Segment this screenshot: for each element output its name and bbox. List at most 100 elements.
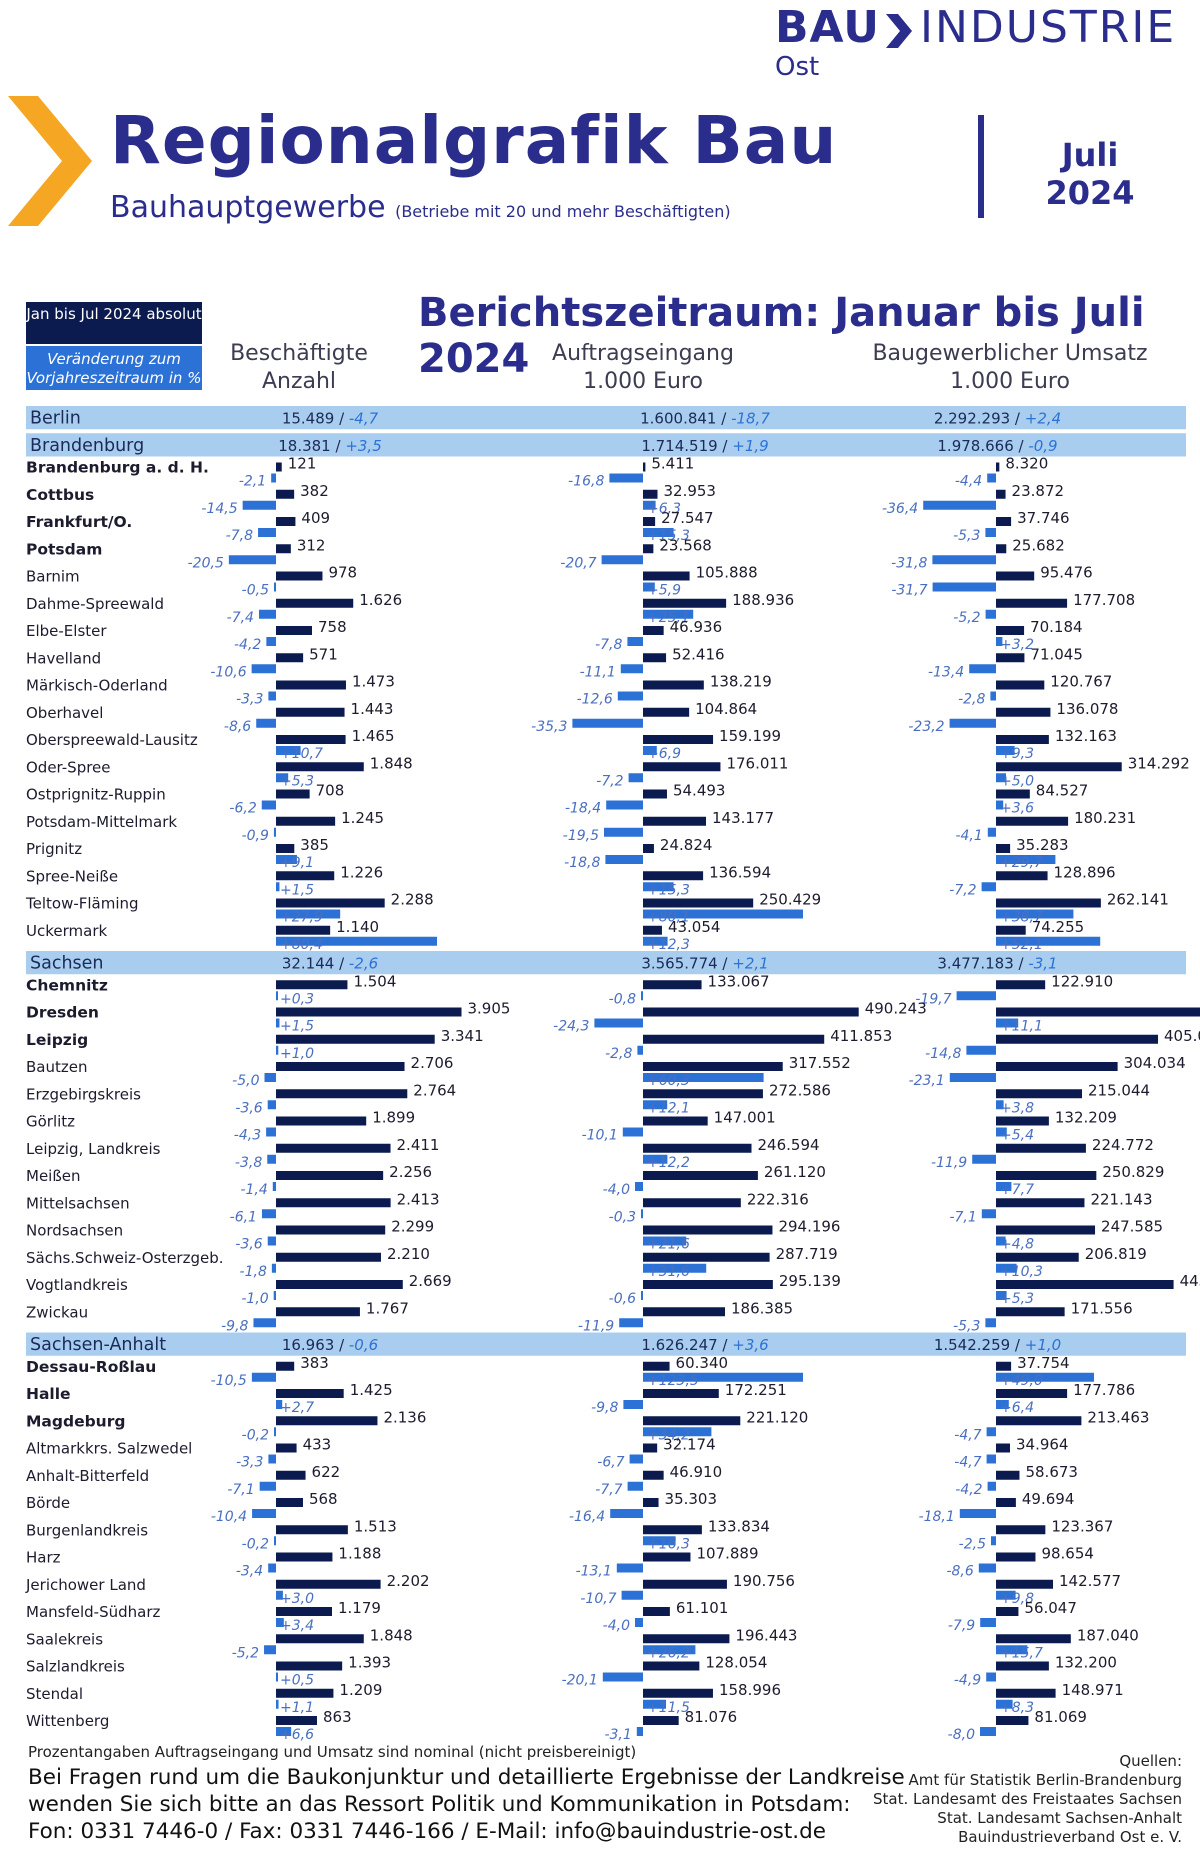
absolute-bar [996,1225,1096,1235]
change-bar [986,1454,996,1464]
change-bar [602,1672,643,1682]
state-value-label: 1.978.666 / -0,9 [937,437,1057,455]
region-label: Bautzen [26,1058,87,1076]
state-value-label: 3.565.774 / +2,1 [641,955,768,973]
absolute-value-label: 443.971 [1180,1272,1200,1290]
change-bar [274,1427,276,1437]
change-value-label: -9,8 [221,1318,248,1334]
change-bar [258,609,276,619]
region-label: Görlitz [26,1113,75,1131]
change-bar [643,1372,803,1382]
absolute-value-label: 177.786 [1073,1381,1135,1399]
change-value-label: -2,1 [239,474,266,490]
absolute-bar [996,1607,1019,1616]
change-value-label: -5,2 [953,610,980,626]
change-bar [987,1481,996,1491]
change-bar [956,991,996,1001]
subtitle-note: (Betriebe mit 20 und mehr Beschäftigten) [395,202,731,221]
column-header-orders: Auftragseingang 1.000 Euro [478,340,808,396]
change-bar [991,1536,996,1546]
state-value-label: 15.489 / -4,7 [282,410,379,428]
absolute-bar [996,925,1026,935]
absolute-value-label: 107.889 [696,1545,758,1563]
region-label: Jerichower Land [25,1576,146,1594]
region-label: Mansfeld-Südharz [26,1603,160,1621]
change-value-label: -4,9 [954,1673,981,1689]
absolute-bar [996,762,1122,772]
change-value-label: -10,4 [211,1509,247,1525]
absolute-bar [996,1089,1083,1099]
state-value-label: 32.144 / -2,6 [282,955,378,973]
state-row-background [26,406,1186,430]
absolute-bar [643,844,654,853]
absolute-value-label: 568 [309,1490,338,1508]
change-bar [272,1182,276,1191]
absolute-value-label: 24.824 [660,836,713,854]
absolute-value-label: 206.819 [1085,1245,1147,1263]
change-value-label: +6,3 [647,501,681,517]
change-bar [985,1318,996,1328]
change-bar [643,1536,676,1546]
absolute-value-label: 622 [312,1463,341,1481]
absolute-value-label: 314.292 [1128,754,1190,772]
absolute-value-label: 1.899 [372,1109,415,1127]
absolute-bar [643,571,690,581]
change-bar [996,1236,1006,1246]
region-label: Leipzig, Landkreis [26,1140,161,1158]
change-bar [252,1509,276,1518]
absolute-value-label: 287.719 [776,1245,838,1263]
absolute-bar [276,1034,435,1044]
absolute-value-label: 1.393 [348,1654,391,1672]
change-bar [969,664,996,674]
change-value-label: -7,2 [596,773,623,789]
absolute-bar [996,1688,1056,1698]
change-bar [627,637,643,646]
change-value-label: +21,6 [647,1237,690,1253]
region-label: Dessau-Roßlau [26,1358,156,1376]
absolute-value-label: 54.493 [673,782,726,800]
absolute-value-label: 863 [323,1708,352,1726]
change-bar [253,1318,276,1328]
region-label: Ostprignitz-Ruppin [26,786,166,804]
region-label: Harz [26,1549,61,1567]
absolute-bar [276,1280,403,1289]
state-row-background [26,433,1186,457]
change-bar [985,528,996,537]
change-bar [996,746,1015,755]
source-item: Stat. Landesamt Sachsen-Anhalt [937,1809,1182,1827]
change-value-label: +9,8 [1000,1591,1034,1607]
change-bar [271,473,276,483]
absolute-value-label: 2.136 [383,1408,426,1426]
absolute-bar [643,680,704,690]
change-value-label: +3,4 [280,1618,314,1634]
absolute-value-label: 250.429 [759,891,821,909]
absolute-bar [643,1470,664,1480]
change-bar [276,1618,284,1627]
change-bar [980,1618,996,1627]
change-bar [641,991,643,1001]
absolute-bar [643,789,667,799]
absolute-value-label: 8.320 [1005,455,1048,473]
absolute-bar [996,653,1025,663]
contact-info: Bei Fragen rund um die Baukonjunktur und… [28,1764,905,1845]
absolute-bar [996,1034,1159,1044]
absolute-value-label: 312 [297,536,326,554]
absolute-bar [276,1062,405,1071]
state-value-label: 1.626.247 / +3,6 [641,1336,768,1354]
change-value-label: -4,1 [955,828,982,844]
change-value-label: -1,8 [240,1264,267,1280]
change-value-label: -5,3 [953,1318,980,1334]
absolute-bar [276,1634,364,1644]
change-bar [972,1154,996,1164]
absolute-bar [996,598,1068,608]
absolute-bar [643,1116,708,1126]
region-label: Oder-Spree [26,758,111,776]
absolute-value-label: 3.905 [467,1000,510,1018]
absolute-bar [276,1688,334,1698]
change-bar [267,1236,276,1246]
change-bar [923,500,996,510]
absolute-bar [996,1498,1016,1507]
absolute-bar [996,816,1069,826]
change-value-label: -6,1 [230,1209,257,1225]
absolute-value-label: 2.210 [387,1245,430,1263]
